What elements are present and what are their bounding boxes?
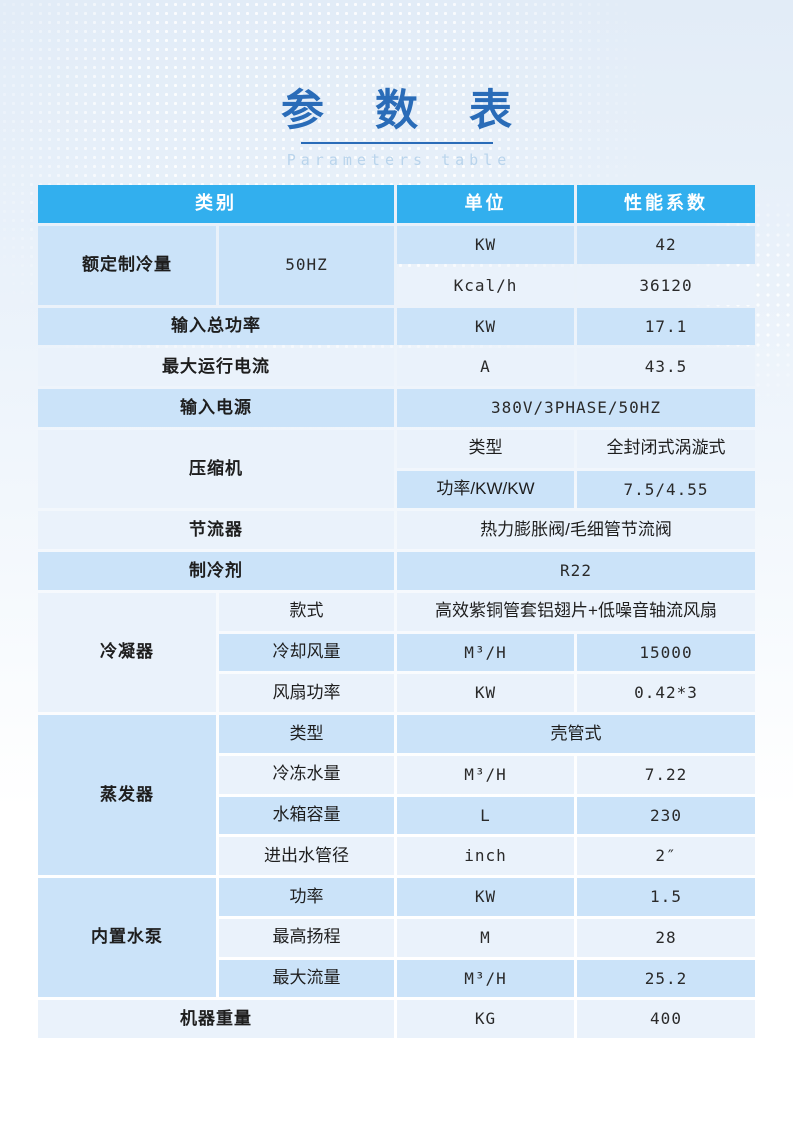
pump-flow-label: 最大流量 xyxy=(219,959,394,998)
rated-cooling-kw-unit: KW xyxy=(397,226,574,264)
condenser-airflow-unit: M³/H xyxy=(397,633,574,672)
condenser-airflow-value: 15000 xyxy=(577,633,755,672)
evaporator-tank-capacity-value: 230 xyxy=(577,796,755,835)
refrigerant-label: 制冷剂 xyxy=(38,552,394,590)
throttle-value: 热力膨胀阀/毛细管节流阀 xyxy=(397,511,755,549)
condenser-fan-power-unit: KW xyxy=(397,674,574,712)
refrigerant-value: R22 xyxy=(397,552,755,590)
rated-cooling-capacity-label: 额定制冷量 xyxy=(38,226,216,305)
title-block: 参 数 表 Parameters table xyxy=(0,76,793,169)
evaporator-pipe-diameter-value: 2″ xyxy=(577,837,755,875)
total-input-power-label: 输入总功率 xyxy=(38,307,394,346)
header-coefficient: 性能系数 xyxy=(577,185,755,223)
compressor-power-label: 功率/KW/KW xyxy=(397,470,574,509)
condenser-airflow-label: 冷却风量 xyxy=(219,633,394,672)
evaporator-type-label: 类型 xyxy=(219,715,394,753)
title-underline xyxy=(300,142,493,144)
pump-flow-unit: M³/H xyxy=(397,959,574,998)
pump-power-value: 1.5 xyxy=(577,878,755,916)
evaporator-tank-capacity-unit: L xyxy=(397,796,574,835)
power-supply-label: 输入电源 xyxy=(38,389,394,427)
header-unit: 单位 xyxy=(397,185,574,223)
pump-label: 内置水泵 xyxy=(38,878,216,998)
evaporator-chilled-water-value: 7.22 xyxy=(577,755,755,794)
rated-cooling-kcal-value: 36120 xyxy=(577,266,755,305)
max-running-current-label: 最大运行电流 xyxy=(38,348,394,386)
evaporator-type-value: 壳管式 xyxy=(397,715,755,753)
pump-head-unit: M xyxy=(397,918,574,957)
machine-weight-label: 机器重量 xyxy=(38,1000,394,1038)
rated-cooling-kw-value: 42 xyxy=(577,226,755,264)
evaporator-tank-capacity-label: 水箱容量 xyxy=(219,796,394,835)
condenser-label: 冷凝器 xyxy=(38,592,216,712)
page-subtitle: Parameters table xyxy=(286,151,512,169)
pump-head-label: 最高扬程 xyxy=(219,918,394,957)
total-input-power-unit: KW xyxy=(397,307,574,346)
pump-head-value: 28 xyxy=(577,918,755,957)
compressor-label: 压缩机 xyxy=(38,429,394,509)
total-input-power-value: 17.1 xyxy=(577,307,755,346)
power-supply-value: 380V/3PHASE/50HZ xyxy=(397,389,755,427)
evaporator-pipe-diameter-unit: inch xyxy=(397,837,574,875)
pump-power-unit: KW xyxy=(397,878,574,916)
page-title: 参 数 表 xyxy=(281,86,530,136)
header-category: 类别 xyxy=(38,185,394,223)
pump-flow-value: 25.2 xyxy=(577,959,755,998)
condenser-style-label: 款式 xyxy=(219,592,394,631)
pump-power-label: 功率 xyxy=(219,878,394,916)
evaporator-chilled-water-label: 冷冻水量 xyxy=(219,755,394,794)
parameters-table: 类别 单位 性能系数 额定制冷量 50HZ KW 42 Kcal/h 36120 输入总功率 KW 1… xyxy=(38,185,755,1038)
condenser-style-value: 高效紫铜管套铝翅片+低噪音轴流风扇 xyxy=(397,592,755,631)
rated-cooling-kcal-unit: Kcal/h xyxy=(397,266,574,305)
max-running-current-value: 43.5 xyxy=(577,348,755,386)
compressor-power-value: 7.5/4.55 xyxy=(577,470,755,509)
compressor-type-value: 全封闭式涡漩式 xyxy=(577,429,755,468)
throttle-label: 节流器 xyxy=(38,511,394,549)
machine-weight-value: 400 xyxy=(577,1000,755,1038)
evaporator-label: 蒸发器 xyxy=(38,715,216,875)
max-running-current-unit: A xyxy=(397,348,574,386)
rated-cooling-frequency: 50HZ xyxy=(219,226,394,305)
condenser-fan-power-value: 0.42*3 xyxy=(577,674,755,712)
evaporator-chilled-water-unit: M³/H xyxy=(397,755,574,794)
condenser-fan-power-label: 风扇功率 xyxy=(219,674,394,712)
machine-weight-unit: KG xyxy=(397,1000,574,1038)
compressor-type-label: 类型 xyxy=(397,429,574,468)
evaporator-pipe-diameter-label: 进出水管径 xyxy=(219,837,394,875)
